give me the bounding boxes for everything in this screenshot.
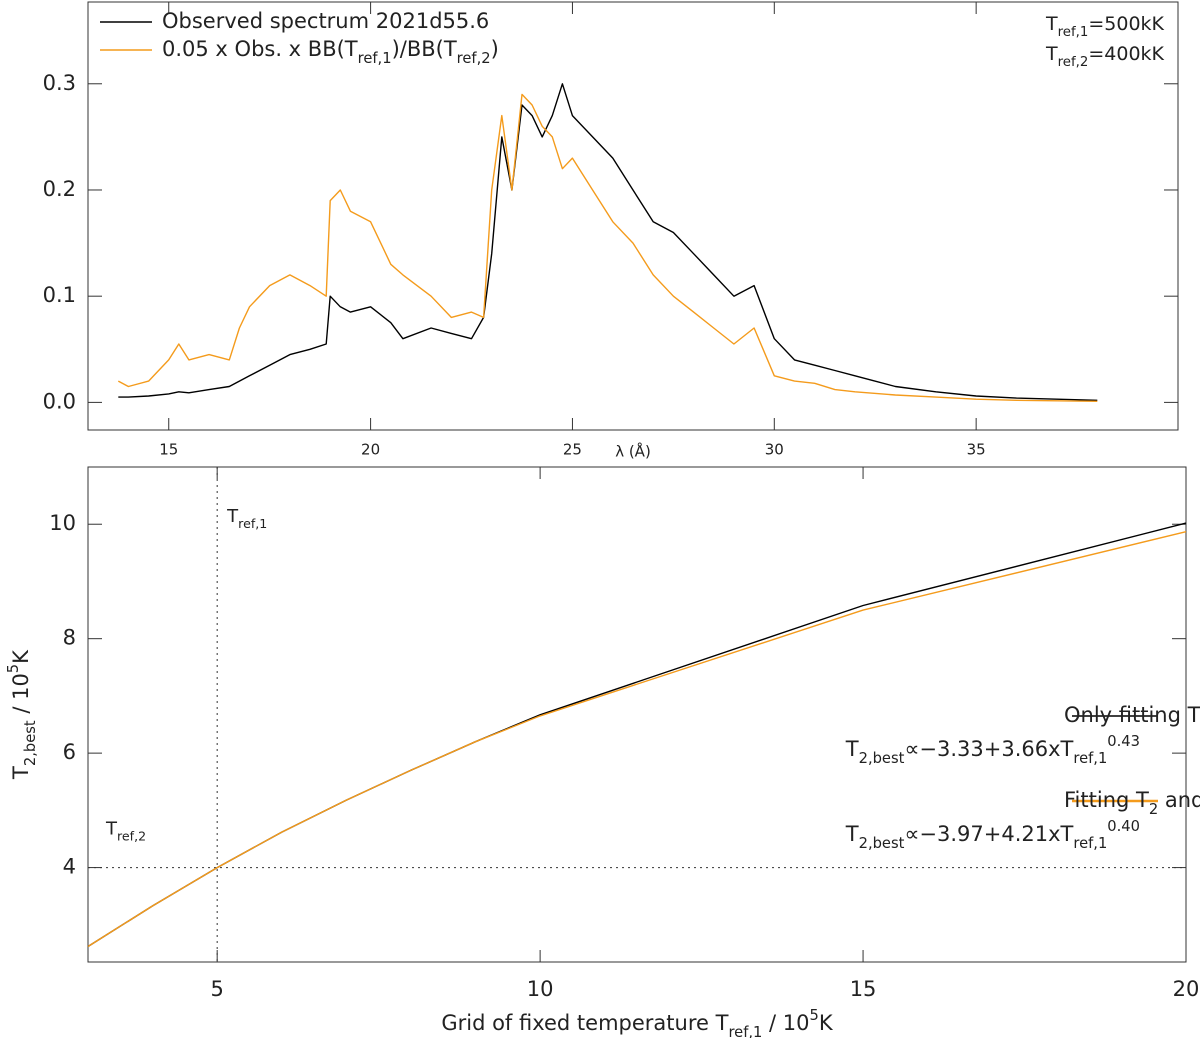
text-part: =500kK bbox=[1088, 13, 1164, 35]
text-part: / 10 bbox=[9, 673, 33, 720]
subscript: ref,2 bbox=[117, 829, 146, 844]
text-part: T bbox=[845, 737, 859, 761]
legend-fit: T2,best∝−3.97+4.21xTref,10.40 bbox=[845, 818, 1140, 852]
y-tick-label: 10 bbox=[49, 511, 76, 535]
x-tick-label: 35 bbox=[967, 441, 986, 459]
legend-label: Observed spectrum 2021d55.6 bbox=[162, 9, 489, 33]
plot-frame bbox=[87, 1, 1179, 431]
legend-label: 0.05 x Obs. x BB(Tref,1)/BB(Tref,2) bbox=[162, 37, 499, 67]
x-tick-label: 5 bbox=[210, 977, 223, 1001]
reference-label: Tref,1 bbox=[226, 506, 267, 531]
subscript: ref,1 bbox=[358, 50, 392, 67]
x-tick-label: 15 bbox=[159, 441, 178, 459]
x-tick-label: 20 bbox=[1173, 977, 1200, 1001]
x-tick-label: 15 bbox=[850, 977, 877, 1001]
y-tick-label: 0.0 bbox=[43, 389, 76, 413]
series-line bbox=[118, 83, 1098, 401]
text-part: )/BB(T bbox=[392, 37, 457, 61]
subscript: 2,best bbox=[859, 835, 905, 852]
text-part: K bbox=[819, 1011, 834, 1035]
reference-label: Tref,2 bbox=[105, 819, 146, 844]
subscript: 2,best bbox=[22, 720, 39, 766]
text-part: ∝−3.97+4.21xT bbox=[904, 822, 1073, 846]
series-line bbox=[87, 522, 1187, 948]
plot-frame bbox=[87, 466, 1187, 963]
text-part: T bbox=[226, 506, 239, 527]
y-tick-label: 0.3 bbox=[43, 71, 76, 95]
annotation: Tref,2=400kK bbox=[1045, 43, 1165, 70]
y-tick-label: 8 bbox=[63, 626, 76, 650]
legend-label: Fitting T2 and normalize bbox=[1064, 788, 1200, 818]
text-part: K bbox=[9, 649, 33, 664]
text-part: 0.05 x Obs. x BB(T bbox=[162, 37, 358, 61]
superscript: 5 bbox=[5, 664, 22, 673]
text-part: T bbox=[1045, 13, 1058, 35]
series-line bbox=[87, 531, 1187, 948]
annotation: Tref,1=500kK bbox=[1045, 13, 1165, 40]
text-part: T bbox=[9, 766, 33, 780]
text-part: T bbox=[105, 819, 118, 840]
y-tick-label: 6 bbox=[63, 740, 76, 764]
text-part: Grid of fixed temperature T bbox=[441, 1011, 728, 1035]
y-tick-label: 0.2 bbox=[43, 177, 76, 201]
legend-fit: T2,best∝−3.33+3.66xTref,10.43 bbox=[845, 733, 1140, 767]
text-part: Fitting T bbox=[1064, 788, 1149, 812]
text-part: and normalize bbox=[1158, 788, 1200, 812]
superscript: 0.43 bbox=[1107, 733, 1140, 750]
text-part: =400kK bbox=[1088, 43, 1164, 65]
subscript: ref,2 bbox=[1058, 55, 1089, 70]
text-part: ∝−3.33+3.66xT bbox=[904, 737, 1073, 761]
x-tick-label: 25 bbox=[563, 441, 582, 459]
x-axis-label: Grid of fixed temperature Tref,1 / 105K bbox=[441, 1007, 834, 1038]
subscript: ref,1 bbox=[1058, 25, 1089, 40]
text-part: T bbox=[845, 822, 859, 846]
text-part: T bbox=[1045, 43, 1058, 65]
y-tick-label: 0.1 bbox=[43, 283, 76, 307]
text-part: Observed spectrum 2021d55.6 bbox=[162, 9, 489, 33]
x-axis-label: λ (Å) bbox=[615, 442, 651, 461]
subscript: ref,1 bbox=[238, 516, 267, 531]
superscript: 5 bbox=[810, 1007, 819, 1024]
series-line bbox=[117, 93, 1098, 402]
legend-label: Only fitting T2 bbox=[1064, 703, 1200, 733]
text-part: Only fitting T bbox=[1064, 703, 1200, 727]
subscript: 2 bbox=[1149, 801, 1158, 818]
subscript: ref,1 bbox=[728, 1024, 762, 1038]
y-tick-label: 4 bbox=[63, 855, 76, 879]
subscript: ref,1 bbox=[1073, 750, 1107, 767]
subscript: ref,1 bbox=[1073, 835, 1107, 852]
x-tick-label: 20 bbox=[361, 441, 380, 459]
y-axis-label: T2,best / 105K bbox=[5, 649, 39, 780]
subscript: 2,best bbox=[859, 750, 905, 767]
x-tick-label: 30 bbox=[765, 441, 784, 459]
x-tick-label: 10 bbox=[527, 977, 554, 1001]
text-part: / 10 bbox=[762, 1011, 809, 1035]
superscript: 0.40 bbox=[1107, 818, 1140, 835]
subscript: ref,2 bbox=[457, 50, 491, 67]
text-part: ) bbox=[491, 37, 499, 61]
